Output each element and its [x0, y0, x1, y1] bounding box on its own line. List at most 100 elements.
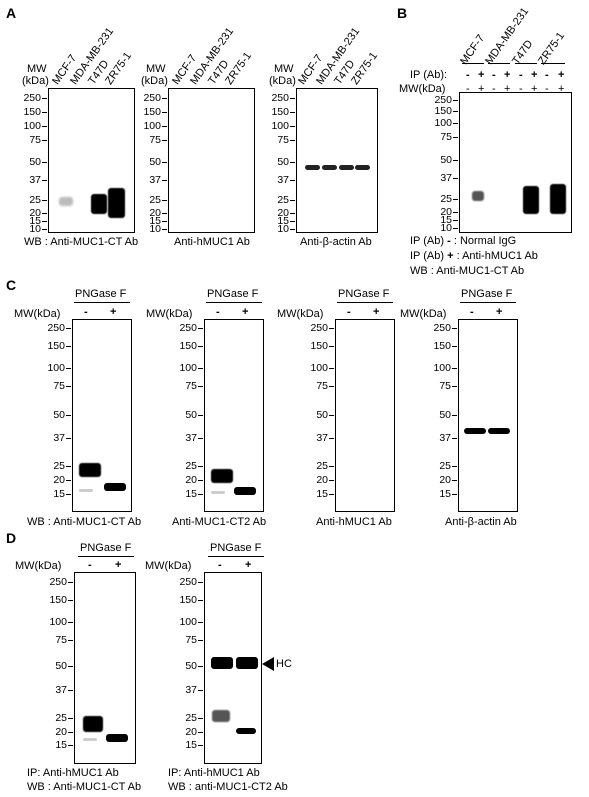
panel-a2-mw-label: MW [146, 63, 166, 75]
marker-label: 250 [310, 322, 328, 334]
treatment-label: PNGase F [80, 542, 132, 554]
marker-tick [290, 180, 295, 181]
sign-minus: - [347, 306, 351, 318]
marker-tick [198, 666, 203, 667]
marker-tick [162, 221, 167, 222]
marker-tick [68, 582, 73, 583]
marker-label: 150 [310, 340, 328, 352]
marker-tick [198, 346, 203, 347]
marker-tick [453, 220, 458, 221]
treatment-label: PNGase F [338, 288, 390, 300]
mw-row-label: MW(kDa) [14, 308, 61, 320]
b-legend-1: IP (Ab) - : Normal IgG [410, 236, 516, 247]
marker-tick [66, 386, 71, 387]
marker-label: 50 [53, 409, 65, 421]
panel-a-kda-label: (kDa) [22, 75, 49, 87]
marker-label: 20 [53, 474, 65, 486]
marker-tick [290, 213, 295, 214]
marker-label: 37 [316, 432, 328, 444]
band [211, 491, 225, 494]
marker-label: 75 [149, 134, 161, 146]
marker-label: 25 [277, 194, 289, 206]
marker-tick [162, 213, 167, 214]
marker-tick [453, 123, 458, 124]
b-legend-3: WB : Anti-MUC1-CT Ab [410, 266, 524, 277]
legend-sign: + [447, 250, 454, 262]
marker-tick [198, 415, 203, 416]
marker-label: 50 [316, 409, 328, 421]
marker-label: 15 [316, 488, 328, 500]
b-lane-label: MCF-7 [458, 32, 488, 67]
marker-tick [66, 346, 71, 347]
treatment-label: PNGase F [75, 288, 127, 300]
marker-label: 20 [316, 474, 328, 486]
panel-d-letter: D [6, 530, 17, 546]
marker-tick [66, 438, 71, 439]
ip-sign: - [466, 83, 470, 95]
marker-tick [290, 162, 295, 163]
marker-label: 50 [185, 409, 197, 421]
marker-label: 15 [439, 488, 451, 500]
marker-tick [42, 213, 47, 214]
legend-text: : Anti-hMUC1 Ab [456, 250, 538, 262]
legend-prefix: WB [410, 265, 428, 277]
sign-plus: + [373, 306, 380, 318]
band [472, 191, 484, 201]
marker-label: 25 [29, 194, 41, 206]
marker-tick [198, 640, 203, 641]
marker-tick [453, 137, 458, 138]
b-header-line [515, 63, 537, 64]
marker-label: 100 [179, 616, 197, 628]
marker-tick [162, 162, 167, 163]
marker-label: 100 [434, 117, 452, 129]
marker-label: 15 [55, 739, 67, 751]
marker-label: 250 [143, 92, 161, 104]
marker-tick [66, 494, 71, 495]
marker-tick [66, 415, 71, 416]
marker-tick [162, 112, 167, 113]
legend-sign: - [447, 235, 451, 247]
sign-plus: + [242, 306, 249, 318]
marker-label: 150 [179, 340, 197, 352]
sign-minus: - [88, 559, 92, 571]
treatment-line [337, 302, 393, 303]
marker-tick [42, 221, 47, 222]
marker-label: 10 [149, 223, 161, 235]
marker-tick [68, 718, 73, 719]
marker-label: 25 [440, 193, 452, 205]
marker-label: 37 [439, 432, 451, 444]
band [212, 710, 230, 722]
marker-label: 50 [149, 156, 161, 168]
marker-label: 20 [439, 474, 451, 486]
ip-sign: + [531, 83, 538, 95]
marker-label: 75 [439, 380, 451, 392]
marker-tick [452, 368, 457, 369]
marker-label: 10 [440, 222, 452, 234]
marker-label: 150 [434, 105, 452, 117]
marker-label: 50 [439, 409, 451, 421]
marker-tick [329, 494, 334, 495]
marker-tick [290, 221, 295, 222]
marker-tick [68, 666, 73, 667]
marker-tick [198, 438, 203, 439]
marker-tick [329, 386, 334, 387]
marker-tick [453, 178, 458, 179]
ip-sign: - [519, 83, 523, 95]
band [59, 197, 73, 206]
marker-tick [42, 98, 47, 99]
marker-label: 250 [49, 576, 67, 588]
band [108, 188, 125, 218]
treatment-line [206, 302, 262, 303]
marker-label: 15 [440, 214, 452, 226]
marker-label: 20 [55, 726, 67, 738]
marker-tick [198, 718, 203, 719]
mw-row-label: MW(kDa) [277, 308, 324, 320]
marker-tick [42, 200, 47, 201]
panel-a-blot-2 [168, 88, 255, 233]
sign-minus: - [216, 306, 220, 318]
marker-tick [452, 494, 457, 495]
panel-d-blot-1 [74, 572, 136, 764]
marker-label: 50 [55, 660, 67, 672]
band [106, 734, 128, 742]
marker-tick [329, 466, 334, 467]
